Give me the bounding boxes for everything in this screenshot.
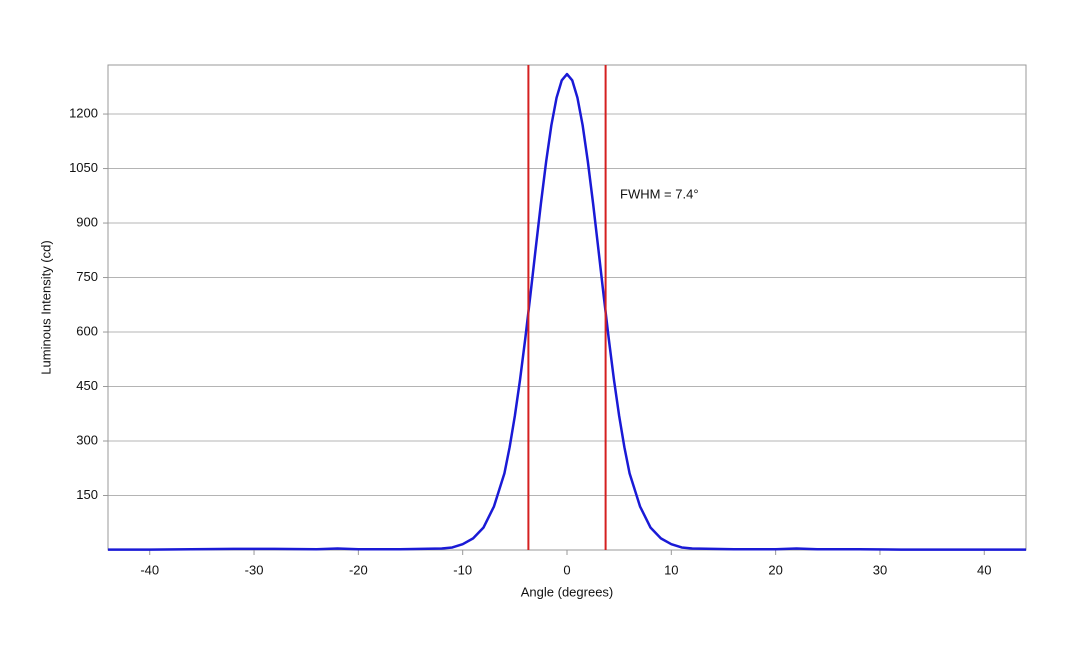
x-tick-label: -10 xyxy=(453,562,472,577)
x-tick-label: 10 xyxy=(664,562,678,577)
y-tick-label: 1050 xyxy=(69,160,98,175)
annotation: FWHM = 7.4° xyxy=(620,186,699,201)
y-tick-label: 450 xyxy=(76,378,98,393)
x-tick-label: -20 xyxy=(349,562,368,577)
plot-frame xyxy=(107,64,1027,551)
y-tick-label: 600 xyxy=(76,323,98,338)
x-tick-label: -30 xyxy=(245,562,264,577)
x-tick-label: 20 xyxy=(768,562,782,577)
x-tick-label: 40 xyxy=(977,562,991,577)
y-tick-label: 900 xyxy=(76,214,98,229)
y-tick-label: 1200 xyxy=(69,105,98,120)
y-axis-label: Luminous Intensity (cd) xyxy=(38,240,53,374)
x-tick-label: 30 xyxy=(873,562,887,577)
y-tick-label: 150 xyxy=(76,487,98,502)
y-tick-label: 750 xyxy=(76,269,98,284)
x-tick-label: 0 xyxy=(563,562,570,577)
x-axis-label: Angle (degrees) xyxy=(521,584,614,599)
data-line xyxy=(108,72,1026,551)
x-tick-label: -40 xyxy=(140,562,159,577)
y-tick-label: 300 xyxy=(76,432,98,447)
